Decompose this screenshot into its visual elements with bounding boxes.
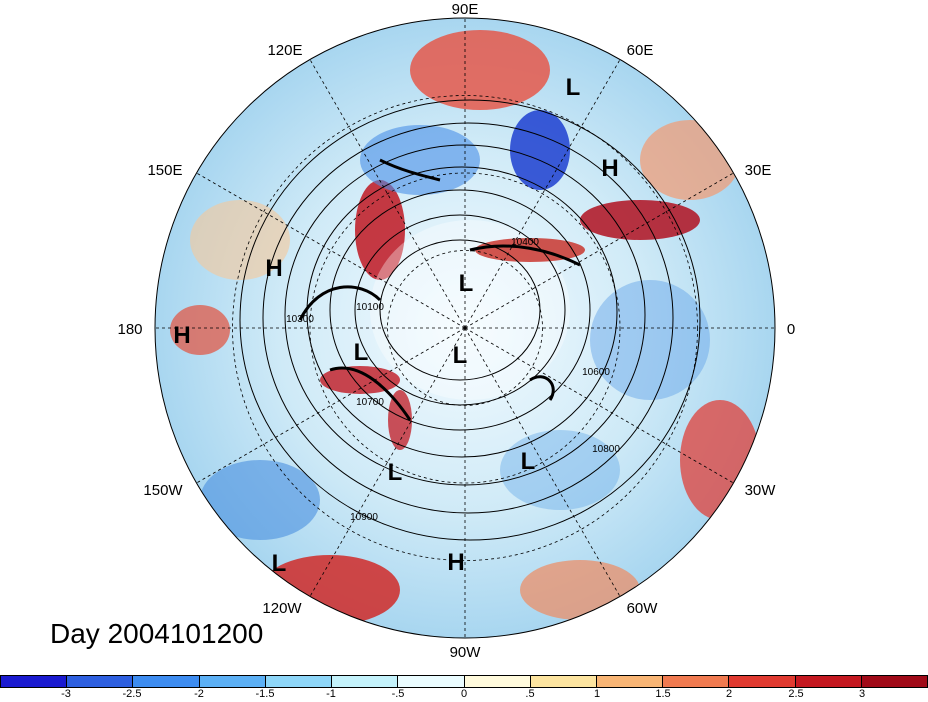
colorbar-box — [1, 676, 68, 687]
pressure-center-low: L — [453, 342, 468, 369]
date-title: Day 2004101200 — [50, 618, 264, 649]
lon-label-60w: 60W — [627, 600, 659, 617]
lon-label-120w: 120W — [262, 600, 302, 617]
colorbar-box — [464, 676, 531, 687]
colorbar-tick-label: -1.5 — [255, 688, 275, 700]
colorbar-box — [133, 676, 200, 687]
colorbar-tick-label: -3 — [61, 688, 71, 700]
colorbar-box — [265, 676, 333, 687]
colorbar-box — [67, 676, 134, 687]
meridian-line — [309, 327, 466, 597]
pressure-center-low: L — [521, 448, 536, 475]
colorbar-tick-label: 0 — [460, 688, 468, 700]
lon-label-180: 180 — [117, 321, 142, 338]
pressure-center-high: H — [173, 322, 190, 349]
colorbar-tick-label: -.5 — [391, 688, 405, 700]
colorbar-box — [861, 676, 928, 687]
lon-label-0: 0 — [787, 321, 795, 338]
contour-label: 10600 — [582, 367, 610, 378]
colorbar-box — [596, 676, 664, 687]
colorbar-box — [663, 676, 730, 687]
colorbar-tick-label: -2 — [194, 688, 204, 700]
colorbar-box — [729, 676, 796, 687]
longitude-labels: 90E 60E 30E 0 30W 60W 90W 120W 150W 180 … — [117, 1, 795, 661]
lon-label-150e: 150E — [147, 162, 182, 179]
lon-label-150w: 150W — [143, 482, 183, 499]
colorbar-box — [530, 676, 597, 687]
pressure-center-low: L — [272, 550, 287, 577]
contour-label: 10800 — [592, 444, 620, 455]
pressure-center-low: L — [459, 270, 474, 297]
colorbar-tick-label: 2.5 — [788, 688, 804, 700]
colorbar-tick-label: .5 — [525, 688, 535, 700]
contour-labels: 10400 10100 10300 10700 10600 10800 1090… — [286, 237, 620, 523]
meridian-line — [196, 172, 466, 329]
pressure-center-high: H — [601, 155, 618, 182]
latitude-circle — [309, 172, 621, 484]
map-boundary — [154, 17, 776, 639]
colorbar-tick-label: 2 — [725, 688, 733, 700]
colorbar-tick-label: -1 — [326, 688, 336, 700]
graticule — [155, 18, 775, 638]
lon-label-90w: 90W — [450, 644, 482, 661]
meridian-line — [464, 327, 734, 484]
colorbar-box — [332, 676, 399, 687]
lon-label-60e: 60E — [627, 42, 654, 59]
colorbar-tick-label: 1.5 — [655, 688, 671, 700]
colorbar-box — [398, 676, 465, 687]
colorbar-box — [795, 676, 862, 687]
contour-label: 10700 — [356, 397, 384, 408]
pressure-center-high: H — [265, 255, 282, 282]
meridian-line — [464, 327, 621, 597]
pressure-center-low: L — [566, 74, 581, 101]
pressure-center-low: L — [388, 459, 403, 486]
contour-label: 10300 — [286, 314, 314, 325]
lon-label-30e: 30E — [745, 162, 772, 179]
lon-label-30w: 30W — [745, 482, 777, 499]
colorbar — [0, 675, 928, 688]
colorbar-labels: -3 -2.5 -2 -1.5 -1 -.5 0 .5 1 1.5 2 2.5 … — [0, 688, 928, 702]
lon-label-120e: 120E — [267, 42, 302, 59]
latitude-circle — [387, 250, 543, 406]
colorbar-tick-label: 3 — [858, 688, 866, 700]
meridian-line — [196, 327, 466, 484]
colorbar-tick-label: -2.5 — [122, 688, 142, 700]
contour-label: 10400 — [511, 237, 539, 248]
colorbar-tick-label: 1 — [593, 688, 601, 700]
contour-label: 10100 — [356, 302, 384, 313]
meridian-line — [464, 172, 734, 329]
pressure-centers: L H H H L L L L L L H — [173, 74, 618, 577]
meridian-line — [464, 59, 621, 329]
meridian-line — [309, 59, 466, 329]
latitude-circle — [232, 95, 698, 561]
contour-label: 10900 — [350, 512, 378, 523]
pressure-center-high: H — [447, 549, 464, 576]
colorbar-box — [199, 676, 266, 687]
lon-label-90e: 90E — [452, 1, 479, 18]
pressure-center-low: L — [354, 339, 369, 366]
